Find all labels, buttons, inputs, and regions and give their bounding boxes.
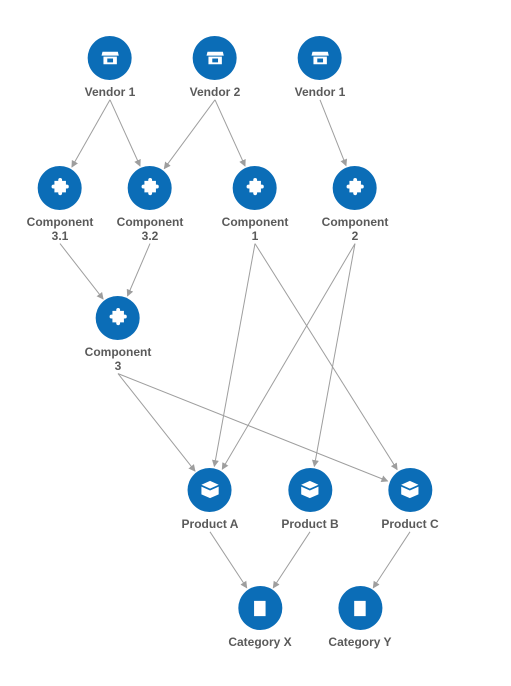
node-v1b: Vendor 1 [295,36,346,100]
node-c3: Component 3 [85,296,152,374]
edge-pc-cy [373,532,410,588]
store-icon [88,36,132,80]
box-icon [388,468,432,512]
node-cx: Category X [228,586,291,650]
node-pa: Product A [182,468,239,532]
node-c32: Component 3.2 [117,166,184,244]
puzzle-icon [233,166,277,210]
edge-pa-cx [210,532,247,588]
edges-layer [0,0,511,686]
diagram-stage: Vendor 1 Vendor 2 Vendor 1 Component 3.1 Com… [0,0,511,686]
box-icon [188,468,232,512]
node-label: Category Y [328,636,391,650]
edge-c1-pc [255,244,397,470]
edge-c1-pa [214,244,255,467]
node-label: Component 1 [222,216,289,244]
node-label: Category X [228,636,291,650]
edge-v1-c31 [72,100,110,167]
edge-v1b-c2 [320,100,346,166]
node-cy: Category Y [328,586,391,650]
list-icon [338,586,382,630]
node-pc: Product C [381,468,438,532]
edge-c31-c3 [60,244,103,300]
node-c31: Component 3.1 [27,166,94,244]
node-label: Component 3 [85,346,152,374]
edge-c32-c3 [128,244,151,296]
store-icon [298,36,342,80]
edge-c3-pc [118,374,388,482]
edge-v2-c1 [215,100,245,166]
node-label: Product B [281,518,338,532]
list-icon [238,586,282,630]
puzzle-icon [333,166,377,210]
node-label: Product C [381,518,438,532]
puzzle-icon [128,166,172,210]
edge-c2-pa [222,244,355,470]
edge-c2-pb [314,244,355,467]
store-icon [193,36,237,80]
node-label: Vendor 1 [85,86,136,100]
node-label: Component 2 [322,216,389,244]
edge-pb-cx [273,532,310,588]
edge-v1-c32 [110,100,140,166]
node-label: Vendor 1 [295,86,346,100]
node-c1: Component 1 [222,166,289,244]
puzzle-icon [96,296,140,340]
node-label: Component 3.2 [117,216,184,244]
node-v1: Vendor 1 [85,36,136,100]
node-v2: Vendor 2 [190,36,241,100]
edge-v2-c32 [164,100,215,169]
node-label: Product A [182,518,239,532]
node-label: Component 3.1 [27,216,94,244]
node-c2: Component 2 [322,166,389,244]
node-label: Vendor 2 [190,86,241,100]
puzzle-icon [38,166,82,210]
box-icon [288,468,332,512]
node-pb: Product B [281,468,338,532]
edge-c3-pa [118,374,195,472]
